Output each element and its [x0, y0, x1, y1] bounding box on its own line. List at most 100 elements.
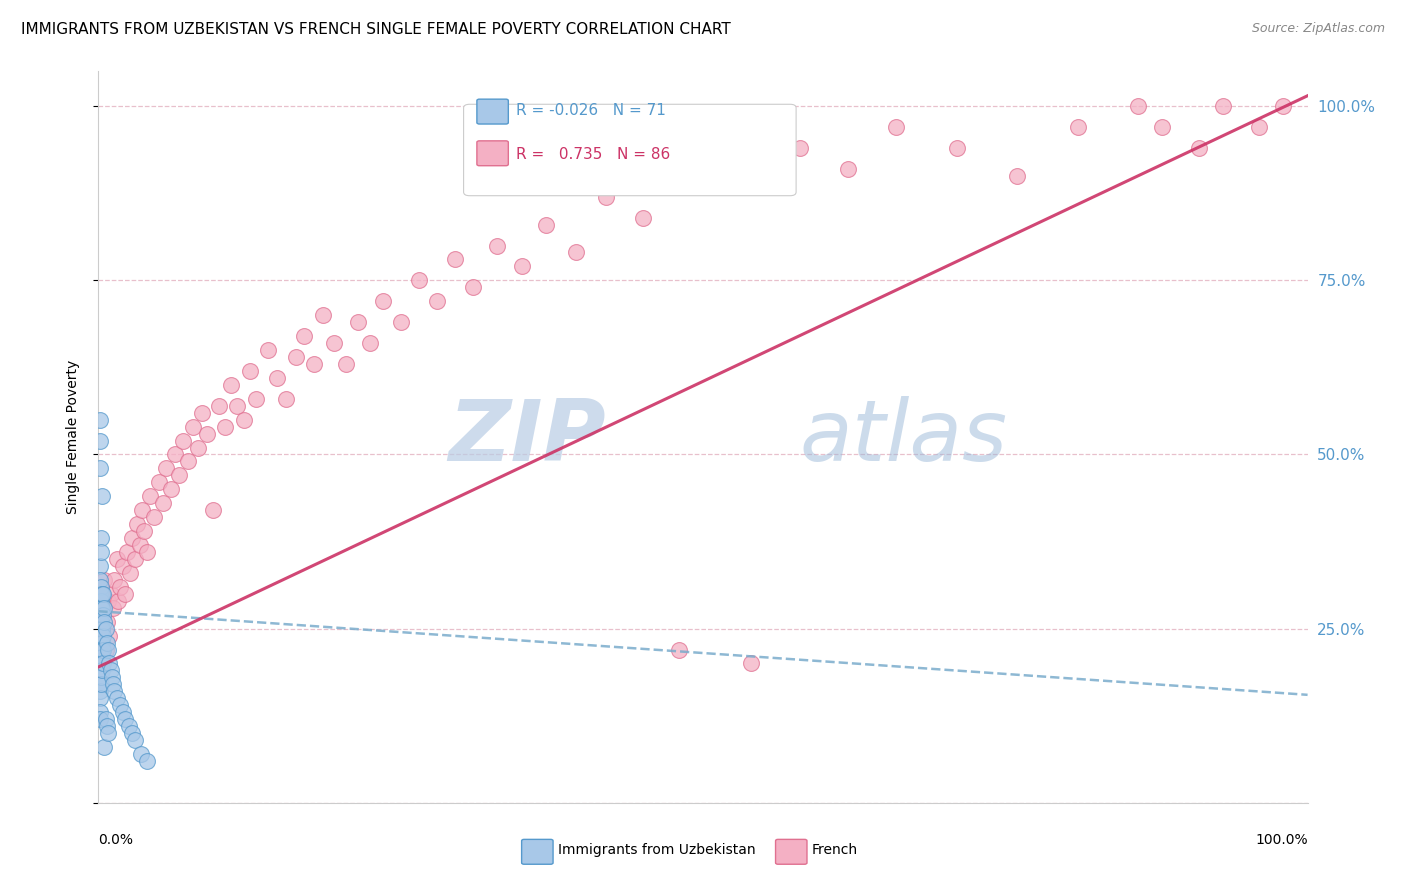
Point	[704, 169, 727, 183]
Point	[335, 357, 357, 371]
Point	[118, 566, 141, 580]
Point	[90, 600, 112, 615]
Point	[101, 600, 124, 615]
Point	[347, 315, 370, 329]
Point	[284, 350, 307, 364]
Point	[90, 677, 112, 691]
Point	[91, 622, 114, 636]
Point	[239, 364, 262, 378]
Point	[148, 475, 170, 490]
Point	[117, 545, 139, 559]
Point	[91, 600, 114, 615]
Point	[91, 489, 114, 503]
Point	[98, 629, 121, 643]
Point	[89, 657, 111, 671]
Point	[89, 587, 111, 601]
Point	[89, 434, 111, 448]
Point	[91, 600, 114, 615]
FancyBboxPatch shape	[776, 839, 807, 864]
Point	[426, 294, 449, 309]
Point	[135, 545, 157, 559]
Point	[177, 454, 200, 468]
Point	[595, 190, 617, 204]
Point	[740, 657, 762, 671]
Point	[302, 357, 325, 371]
Point	[105, 552, 128, 566]
Point	[1152, 120, 1174, 134]
Point	[128, 538, 150, 552]
Point	[94, 622, 117, 636]
Point	[139, 489, 162, 503]
Point	[90, 622, 112, 636]
Point	[91, 642, 114, 657]
Point	[202, 503, 225, 517]
Point	[312, 308, 335, 322]
Point	[208, 399, 231, 413]
Point	[91, 587, 114, 601]
FancyBboxPatch shape	[477, 141, 509, 166]
Point	[89, 712, 111, 726]
Point	[135, 754, 157, 768]
Point	[89, 705, 111, 719]
Point	[510, 260, 533, 274]
Point	[226, 399, 249, 413]
Point	[100, 664, 122, 678]
FancyBboxPatch shape	[464, 104, 796, 195]
Text: ZIP: ZIP	[449, 395, 606, 479]
Point	[486, 238, 509, 252]
Point	[89, 642, 111, 657]
Point	[90, 642, 112, 657]
Point	[89, 461, 111, 475]
Point	[114, 712, 136, 726]
Point	[100, 670, 122, 684]
Point	[89, 558, 111, 573]
Point	[91, 607, 114, 622]
Point	[124, 552, 146, 566]
Point	[108, 698, 131, 713]
Point	[565, 245, 588, 260]
Y-axis label: Single Female Poverty: Single Female Poverty	[66, 360, 80, 514]
FancyBboxPatch shape	[522, 839, 553, 864]
Point	[245, 392, 267, 406]
Point	[152, 496, 174, 510]
Point	[292, 329, 315, 343]
Point	[89, 607, 111, 622]
Point	[1272, 99, 1295, 113]
Point	[187, 441, 209, 455]
Point	[232, 412, 254, 426]
Text: R =   0.735   N = 86: R = 0.735 N = 86	[516, 146, 669, 161]
Point	[90, 531, 112, 545]
Point	[389, 315, 412, 329]
Point	[118, 719, 141, 733]
Point	[191, 406, 214, 420]
Point	[93, 573, 115, 587]
Point	[323, 336, 346, 351]
Point	[127, 517, 149, 532]
Point	[90, 649, 112, 664]
Point	[90, 580, 112, 594]
Text: R = -0.026   N = 71: R = -0.026 N = 71	[516, 103, 665, 118]
Point	[96, 719, 118, 733]
Point	[97, 594, 120, 608]
Point	[534, 218, 557, 232]
Point	[1212, 99, 1234, 113]
Point	[91, 622, 114, 636]
Point	[89, 677, 111, 691]
Point	[408, 273, 430, 287]
Point	[1249, 120, 1271, 134]
Text: 0.0%: 0.0%	[98, 833, 134, 847]
Point	[789, 141, 811, 155]
Point	[631, 211, 654, 225]
Point	[1188, 141, 1211, 155]
Point	[97, 642, 120, 657]
Point	[121, 726, 143, 740]
Text: Source: ZipAtlas.com: Source: ZipAtlas.com	[1251, 22, 1385, 36]
Point	[195, 426, 218, 441]
Point	[131, 503, 153, 517]
Point	[1007, 169, 1029, 183]
Point	[90, 635, 112, 649]
Point	[97, 726, 120, 740]
Point	[134, 524, 156, 538]
FancyBboxPatch shape	[477, 99, 509, 124]
Point	[89, 649, 111, 664]
